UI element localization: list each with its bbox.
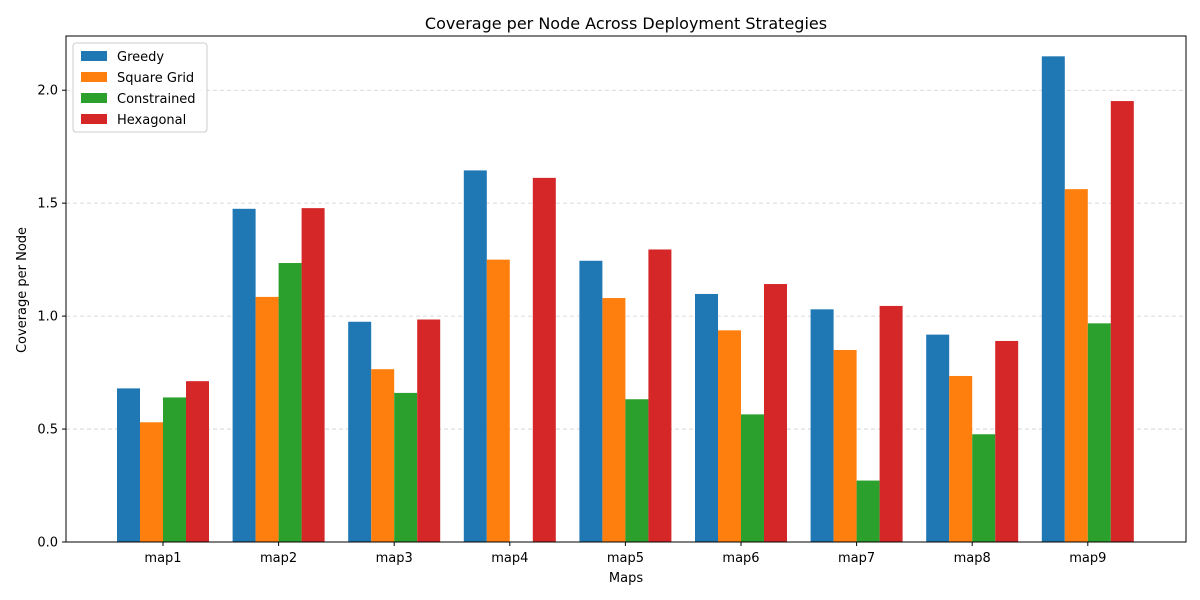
legend-label: Greedy (117, 50, 164, 65)
legend: Greedy Square Grid Constrained Hexagonal (72, 42, 208, 133)
bar-square-grid-map9 (1064, 189, 1088, 543)
bar-hexagonal-map6 (764, 284, 787, 542)
bar-greedy-map6 (695, 293, 718, 542)
bar-square-grid-map7 (833, 349, 857, 542)
bar-square-grid-map6 (718, 330, 741, 542)
bar-hexagonal-map9 (1110, 101, 1134, 543)
y-tick-label: 0.5 (37, 423, 58, 438)
x-tick-label: map2 (260, 551, 297, 566)
bar-square-grid-map3 (371, 369, 395, 542)
x-tick-label: map3 (376, 551, 413, 566)
bar-constrained-map2 (278, 263, 302, 542)
bar-constrained-map7 (856, 480, 880, 542)
bar-constrained-map9 (1087, 323, 1111, 542)
bars (117, 56, 1134, 543)
x-axis-label: Maps (609, 571, 643, 586)
bar-square-grid-map5 (602, 298, 626, 542)
y-tick-label: 0.0 (37, 536, 58, 551)
x-tick-label: map4 (491, 551, 528, 566)
legend-swatch (81, 51, 107, 61)
bar-square-grid-map2 (255, 296, 279, 542)
bar-greedy-map7 (810, 309, 834, 542)
bar-square-grid-map8 (949, 375, 973, 542)
legend-swatch (81, 114, 107, 124)
bar-greedy-map5 (579, 260, 603, 542)
legend-box (72, 42, 208, 133)
bar-constrained-map3 (394, 392, 418, 542)
bar-hexagonal-map1 (186, 381, 209, 542)
legend-label: Square Grid (117, 71, 194, 86)
bar-greedy-map9 (1041, 56, 1065, 543)
bar-greedy-map3 (348, 321, 372, 542)
y-tick-label: 2.0 (37, 84, 58, 99)
bar-greedy-map8 (926, 334, 950, 542)
bar-constrained-map1 (163, 397, 186, 542)
legend-swatch (81, 72, 107, 82)
bar-constrained-map6 (741, 414, 764, 542)
x-tick-label: map7 (838, 551, 875, 566)
x-tick-label: map8 (954, 551, 991, 566)
bar-constrained-map5 (625, 399, 649, 542)
bar-hexagonal-map2 (301, 208, 325, 542)
plot-frame (65, 35, 1187, 543)
bar-square-grid-map1 (140, 422, 163, 542)
bar-hexagonal-map4 (532, 177, 556, 542)
x-tick-label: map1 (144, 551, 181, 566)
axes: 0.0 0.5 1.0 1.5 2.0 map1 map2 map3 map4 map5 map6 m… (37, 35, 1187, 566)
bar-greedy-map4 (463, 170, 487, 542)
legend-label: Hexagonal (117, 113, 186, 128)
y-axis-label: Coverage per Node (15, 227, 30, 353)
chart-title: Coverage per Node Across Deployment Stra… (425, 14, 827, 33)
bar-hexagonal-map3 (417, 319, 441, 542)
x-tick-label: map6 (722, 551, 759, 566)
x-tick-label: map5 (607, 551, 644, 566)
bar-hexagonal-map5 (648, 249, 672, 542)
x-tick-label: map9 (1069, 551, 1106, 566)
bar-greedy-map1 (117, 388, 140, 542)
y-tick-label: 1.5 (37, 197, 58, 212)
bar-hexagonal-map8 (995, 340, 1019, 542)
legend-swatch (81, 93, 107, 103)
y-tick-label: 1.0 (37, 310, 58, 325)
legend-label: Constrained (117, 92, 196, 107)
bar-greedy-map2 (232, 208, 256, 542)
bar-square-grid-map4 (486, 259, 510, 542)
bar-constrained-map8 (972, 434, 996, 542)
bar-hexagonal-map7 (879, 305, 903, 542)
